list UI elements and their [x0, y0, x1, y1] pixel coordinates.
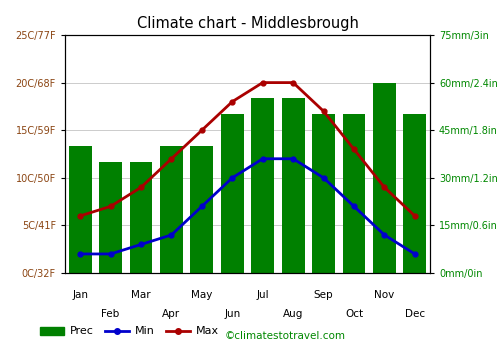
Bar — [252, 98, 274, 273]
Text: Nov: Nov — [374, 290, 394, 300]
Text: Jul: Jul — [256, 290, 269, 300]
Text: Apr: Apr — [162, 309, 180, 319]
Bar — [69, 146, 92, 273]
Text: Sep: Sep — [314, 290, 334, 300]
Bar — [373, 83, 396, 273]
Bar — [404, 114, 426, 273]
Text: Oct: Oct — [345, 309, 363, 319]
Legend: Prec, Min, Max: Prec, Min, Max — [36, 322, 224, 341]
Text: May: May — [191, 290, 212, 300]
Text: Jan: Jan — [72, 290, 88, 300]
Text: Dec: Dec — [404, 309, 425, 319]
Text: Aug: Aug — [283, 309, 304, 319]
Text: ©climatestotravel.com: ©climatestotravel.com — [225, 331, 346, 341]
Bar — [99, 162, 122, 273]
Text: Mar: Mar — [131, 290, 151, 300]
Bar — [342, 114, 365, 273]
Title: Climate chart - Middlesbrough: Climate chart - Middlesbrough — [136, 16, 358, 31]
Text: Feb: Feb — [102, 309, 120, 319]
Text: Jun: Jun — [224, 309, 240, 319]
Bar — [312, 114, 335, 273]
Bar — [282, 98, 304, 273]
Bar — [221, 114, 244, 273]
Bar — [190, 146, 214, 273]
Bar — [160, 146, 183, 273]
Bar — [130, 162, 152, 273]
